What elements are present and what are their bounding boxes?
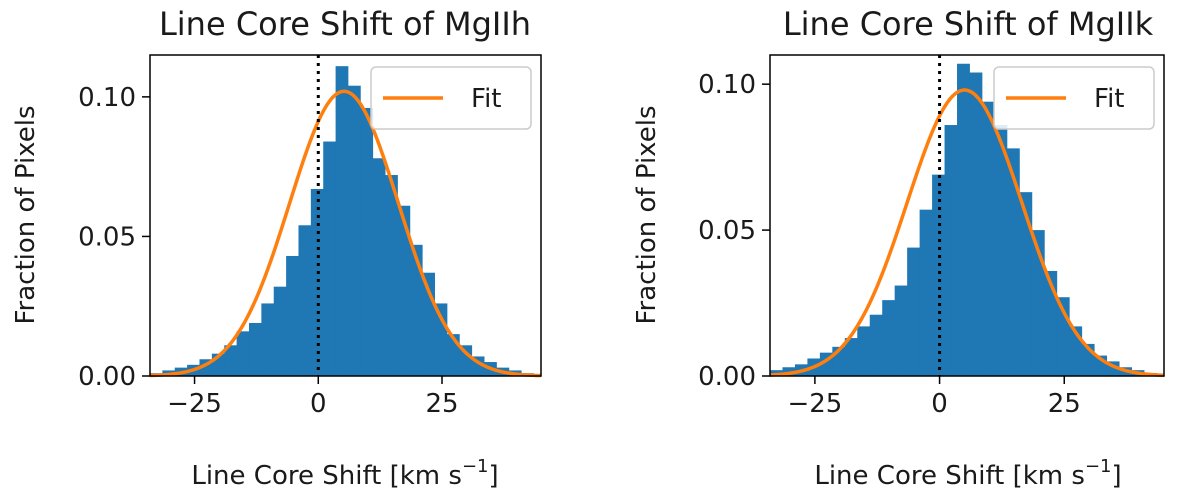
bars-group: [150, 66, 542, 377]
y-tick-label: 0.00: [698, 362, 756, 392]
histogram-bar: [981, 101, 995, 376]
chart-title: Line Core Shift of MgIIh: [159, 5, 531, 43]
fit-curve: [769, 88, 1165, 378]
y-tick-label: 0.00: [78, 362, 136, 392]
x-tick-label: 25: [1048, 389, 1081, 419]
histogram-bar: [385, 175, 398, 376]
histogram-bar: [372, 158, 386, 376]
histogram-bar: [944, 125, 958, 376]
x-tick-label: 25: [425, 389, 458, 419]
histogram-bar: [1044, 270, 1058, 376]
histogram-bar: [224, 345, 238, 376]
histogram-bar: [969, 72, 983, 376]
histogram-bar: [907, 247, 921, 376]
histogram-bar: [932, 174, 945, 376]
histogram-bar: [919, 209, 933, 376]
y-tick-label: 0.10: [78, 83, 136, 113]
histogram-bar: [236, 331, 250, 376]
y-tick-label: 0.05: [78, 222, 136, 252]
y-axis-label: Fraction of Pixels: [632, 105, 662, 324]
histogram-bar: [323, 141, 336, 376]
mgiih-histogram-panel: Line Core Shift of MgIIh −25 0 25 0.00 0.05 0…: [11, 5, 542, 491]
x-tick-label: −25: [167, 389, 222, 419]
histogram-bar: [261, 303, 275, 376]
fit-curve-group: [769, 88, 1165, 378]
x-axis-label: Line Core Shift [km s−1]: [191, 456, 498, 491]
histogram-bar: [409, 244, 423, 376]
histogram-bar: [286, 255, 299, 376]
histogram-bar: [994, 125, 1008, 376]
histogram-bar: [1019, 192, 1033, 376]
histogram-bar: [347, 85, 361, 376]
legend-box: [370, 66, 532, 130]
histogram-bar: [1006, 148, 1020, 376]
axes-group: −25 0 25 0.00 0.05 0.10: [78, 54, 542, 419]
axes-group: −25 0 25 0.00 0.05 0.10: [698, 54, 1165, 419]
legend-fit-label: Fit: [1094, 84, 1124, 114]
histogram-bar: [397, 205, 411, 376]
histogram-bar: [857, 326, 871, 376]
legend: Fit: [993, 66, 1155, 130]
histogram-bar: [882, 300, 896, 376]
mgiik-histogram-panel: Line Core Shift of MgIIk −25 0 25 0.00 0.05 0…: [632, 5, 1165, 491]
histogram-bar: [298, 225, 312, 376]
histogram-bar: [1031, 230, 1045, 376]
fit-curve-group: [149, 89, 542, 378]
histogram-bar: [310, 188, 324, 376]
y-tick-label: 0.05: [698, 216, 756, 246]
histogram-bar: [957, 63, 970, 376]
histogram-bar: [248, 322, 262, 376]
bars-group: [770, 63, 1165, 376]
histogram-bar: [459, 345, 473, 376]
x-tick-label: 0: [931, 389, 948, 419]
y-tick-label: 0.10: [698, 70, 756, 100]
fit-curve: [149, 89, 542, 378]
histogram-bar: [273, 286, 287, 376]
x-axis-label: Line Core Shift [km s−1]: [814, 456, 1121, 491]
histogram-bar: [360, 108, 374, 376]
histogram-bar: [844, 338, 858, 376]
histogram-bar: [335, 66, 349, 377]
histogram-bar: [894, 285, 908, 376]
legend-box: [993, 66, 1155, 130]
axes-frame: [149, 54, 542, 377]
legend: Fit: [370, 66, 532, 130]
axes-frame: [769, 54, 1165, 377]
histogram-bar: [869, 314, 883, 376]
x-tick-label: −25: [787, 389, 842, 419]
chart-title: Line Core Shift of MgIIk: [783, 5, 1154, 43]
legend-fit-label: Fit: [471, 84, 501, 114]
y-axis-label: Fraction of Pixels: [11, 105, 41, 324]
x-tick-label: 0: [310, 389, 327, 419]
